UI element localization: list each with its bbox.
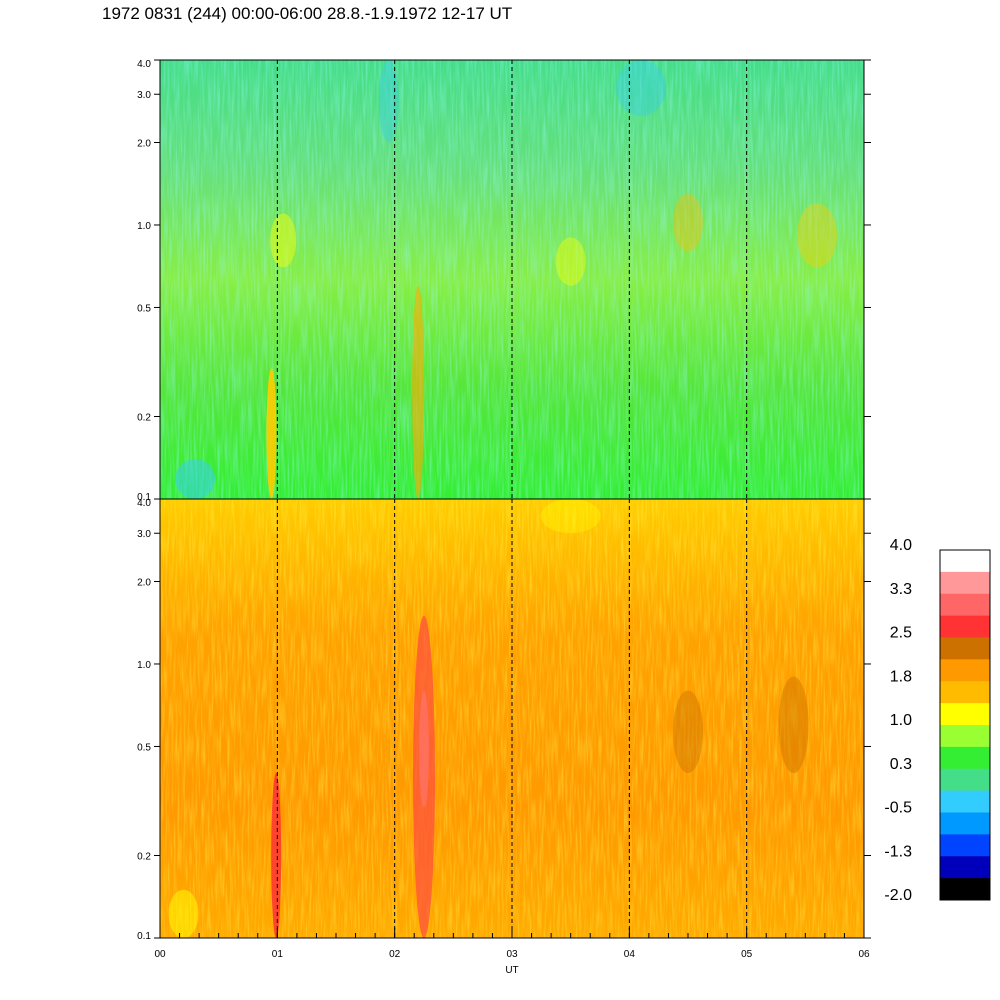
colorbar-swatch bbox=[940, 637, 990, 660]
upper-y-tick-label: 1.0 bbox=[137, 221, 151, 232]
colorbar-swatch bbox=[940, 571, 990, 595]
upper-feature-1 bbox=[412, 285, 425, 499]
x-tick-label: 06 bbox=[858, 949, 870, 960]
lower-feature-5 bbox=[168, 889, 199, 938]
lower-y-tick-label: 0.5 bbox=[137, 742, 151, 753]
colorbar-frame bbox=[939, 549, 991, 901]
x-tick-label: 05 bbox=[741, 949, 753, 960]
lower-feature-0 bbox=[271, 773, 282, 938]
lower-feature-6 bbox=[540, 499, 601, 534]
lower-y-tick-label: 0.2 bbox=[137, 852, 151, 863]
upper-feature-0 bbox=[266, 368, 277, 499]
upper-y-tick-label: 0.1 bbox=[137, 492, 151, 503]
colorbar-label: 4.0 bbox=[890, 537, 912, 554]
lower-feature-2 bbox=[419, 690, 429, 808]
lower-y-tick-label: 3.0 bbox=[137, 529, 151, 540]
colorbar-label: 2.5 bbox=[890, 625, 912, 642]
lower-spectrogram-panel bbox=[159, 498, 865, 939]
upper-y-tick-label: 0.5 bbox=[137, 303, 151, 314]
colorbar-swatch bbox=[940, 725, 990, 748]
colorbar-label: -2.0 bbox=[884, 887, 912, 904]
colorbar-swatch bbox=[940, 681, 990, 704]
colorbar-swatch bbox=[940, 856, 990, 879]
upper-y-tick-label: 3.0 bbox=[137, 90, 151, 101]
colorbar-label: -1.3 bbox=[884, 843, 912, 860]
colorbar-swatch bbox=[940, 659, 990, 682]
colorbar-swatch bbox=[940, 593, 990, 617]
colorbar-swatch bbox=[940, 834, 990, 857]
lower-y-tick-label: 4.0 bbox=[137, 498, 151, 509]
upper-y-tick-label: 4.0 bbox=[137, 59, 151, 70]
x-axis-label: UT bbox=[505, 965, 518, 976]
lower-feature-3 bbox=[673, 690, 703, 774]
colorbar-swatch bbox=[940, 703, 990, 726]
colorbar: 4.0 3.3 2.5 1.8 1.0 0.3 -0.5 -1.3 -2.0 bbox=[884, 537, 991, 904]
x-tick-label: 01 bbox=[272, 949, 284, 960]
x-tick-label: 04 bbox=[624, 949, 636, 960]
upper-y-tick-label: 2.0 bbox=[137, 138, 151, 149]
upper-spectrogram-panel bbox=[159, 59, 865, 500]
colorbar-label: 3.3 bbox=[890, 581, 912, 598]
x-tick-label: 03 bbox=[506, 949, 518, 960]
colorbar-swatch bbox=[940, 878, 990, 901]
chart-title: 1972 0831 (244) 00:00-06:00 28.8.-1.9.19… bbox=[102, 4, 513, 23]
colorbar-swatch bbox=[940, 790, 990, 813]
colorbar-swatch bbox=[940, 812, 990, 835]
upper-feature-7 bbox=[378, 60, 399, 143]
colorbar-swatch bbox=[940, 550, 990, 573]
lower-y-tick-label: 2.0 bbox=[137, 577, 151, 588]
lower-y-tick-label: 0.1 bbox=[137, 931, 151, 942]
upper-feature-5 bbox=[797, 203, 838, 268]
upper-feature-4 bbox=[673, 193, 703, 252]
upper-feature-2 bbox=[270, 213, 297, 268]
lower-y-tick-label: 1.0 bbox=[137, 660, 151, 671]
lower-feature-4 bbox=[778, 676, 809, 774]
colorbar-swatch bbox=[940, 615, 990, 638]
upper-feature-8 bbox=[616, 60, 667, 116]
upper-feature-3 bbox=[555, 237, 586, 286]
x-tick-label: 00 bbox=[154, 949, 166, 960]
x-tick-label: 02 bbox=[389, 949, 401, 960]
upper-y-tick-label: 0.2 bbox=[137, 413, 151, 424]
colorbar-label: 1.0 bbox=[890, 712, 912, 729]
colorbar-swatch bbox=[940, 768, 990, 792]
colorbar-label: -0.5 bbox=[884, 800, 912, 817]
colorbar-label: 0.3 bbox=[890, 756, 912, 773]
colorbar-label: 1.8 bbox=[890, 668, 912, 685]
upper-feature-6 bbox=[175, 458, 216, 500]
colorbar-swatch bbox=[940, 746, 990, 770]
